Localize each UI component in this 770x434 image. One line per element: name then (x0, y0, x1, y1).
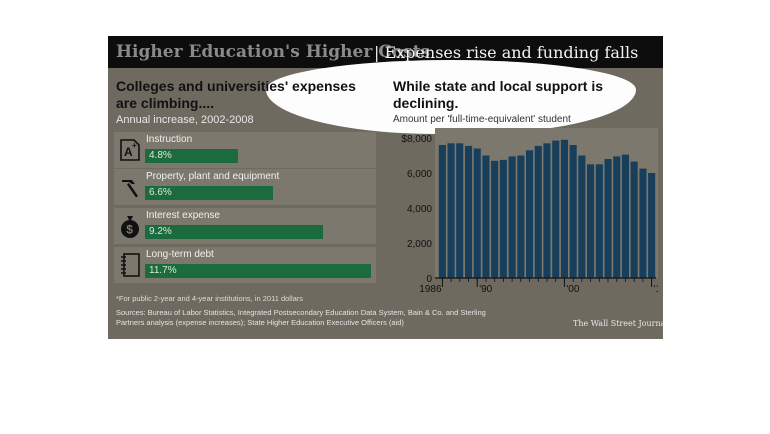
expense-row-property: Property, plant and equipment 6.6% (114, 169, 376, 205)
support-bar-1988 (456, 143, 464, 279)
title-bar: Higher Education's Higher Costs | Expens… (108, 36, 663, 68)
expense-label: Property, plant and equipment (146, 171, 280, 182)
expense-label: Instruction (146, 134, 193, 145)
support-bar-2001 (569, 145, 577, 278)
expense-bar: 6.6% (145, 186, 273, 200)
support-bar-2002 (578, 155, 586, 278)
y-tick-label: $8,000 (401, 134, 432, 145)
support-bar-1997 (534, 145, 542, 278)
grade-a-plus-icon: A + (120, 139, 140, 161)
support-bar-1992 (491, 160, 499, 279)
hammer-icon (122, 180, 138, 198)
expense-value-label: 9.2% (149, 226, 172, 237)
expense-value-label: 4.8% (149, 150, 172, 161)
svg-text:A: A (124, 145, 133, 159)
x-tick-label: '00 (566, 284, 579, 294)
infographic-panel: Higher Education's Higher Costs | Expens… (108, 36, 663, 339)
svg-text:+: + (132, 141, 137, 150)
expense-bar: 4.8% (145, 149, 238, 163)
support-subheading: Amount per 'full-time-equivalent' studen… (393, 114, 571, 125)
footnote: *For public 2-year and 4-year institutio… (116, 294, 304, 303)
y-tick-label: 6,000 (407, 169, 432, 180)
expense-label: Interest expense (146, 210, 220, 221)
support-bar-2000 (560, 139, 568, 279)
support-bar-2009 (639, 168, 647, 278)
support-heading: While state and local support is declini… (393, 78, 604, 111)
support-bar-1998 (543, 143, 551, 279)
support-bar-2007 (621, 154, 629, 278)
page-subtitle: | Expenses rise and funding falls (374, 43, 639, 62)
x-tick-label: 1986 (419, 284, 442, 294)
expenses-subheading: Annual increase, 2002-2008 (116, 114, 254, 126)
expense-row-instruction: A + Instruction 4.8% (114, 132, 376, 168)
support-bar-1987 (447, 143, 455, 279)
highlight-glow (266, 60, 636, 134)
support-bar-2003 (587, 164, 595, 279)
expense-value-label: 6.6% (149, 187, 172, 198)
support-bar-1991 (482, 155, 490, 278)
support-bar-1999 (552, 140, 560, 278)
expense-label: Long-term debt (146, 249, 214, 260)
support-bar-2004 (595, 164, 603, 279)
expense-row-interest: $ Interest expense 9.2% (114, 208, 376, 244)
support-bar-1986 (438, 145, 446, 278)
support-bar-2005 (604, 159, 612, 278)
y-tick-label: 0 (426, 274, 432, 285)
expense-row-debt: Long-term debt 11.7% (114, 247, 376, 283)
support-bar-1996 (526, 150, 534, 279)
y-tick-label: 2,000 (407, 239, 432, 250)
expenses-heading: Colleges and universities' expenses are … (116, 78, 356, 111)
support-bar-1990 (473, 148, 481, 278)
credit: The Wall Street Journal (573, 319, 663, 328)
y-tick-label: 4,000 (407, 204, 432, 215)
support-bar-1994 (508, 156, 516, 278)
expense-value-label: 11.7% (149, 265, 177, 276)
svg-text:$: $ (126, 223, 133, 237)
expense-bar: 9.2% (145, 225, 323, 239)
support-bar-1993 (499, 159, 507, 278)
page-title: Higher Education's Higher Costs (116, 42, 431, 62)
notebook-icon (121, 253, 140, 277)
support-bar-2008 (630, 161, 638, 278)
support-bar-1989 (465, 145, 473, 278)
x-tick-label: '10 (654, 284, 658, 294)
state-support-chart: 0 2,000 4,000 6,000 $8,000 1986 '90 '00 '10 (401, 128, 658, 294)
sources: Sources: Bureau of Labor Statistics, Int… (116, 308, 486, 327)
expense-bar: 11.7% (145, 264, 372, 278)
support-bar-1995 (517, 155, 525, 278)
support-bar-2010 (648, 173, 656, 278)
money-bag-icon: $ (121, 216, 139, 238)
x-tick-label: '90 (479, 284, 492, 294)
support-bar-2006 (613, 156, 621, 278)
